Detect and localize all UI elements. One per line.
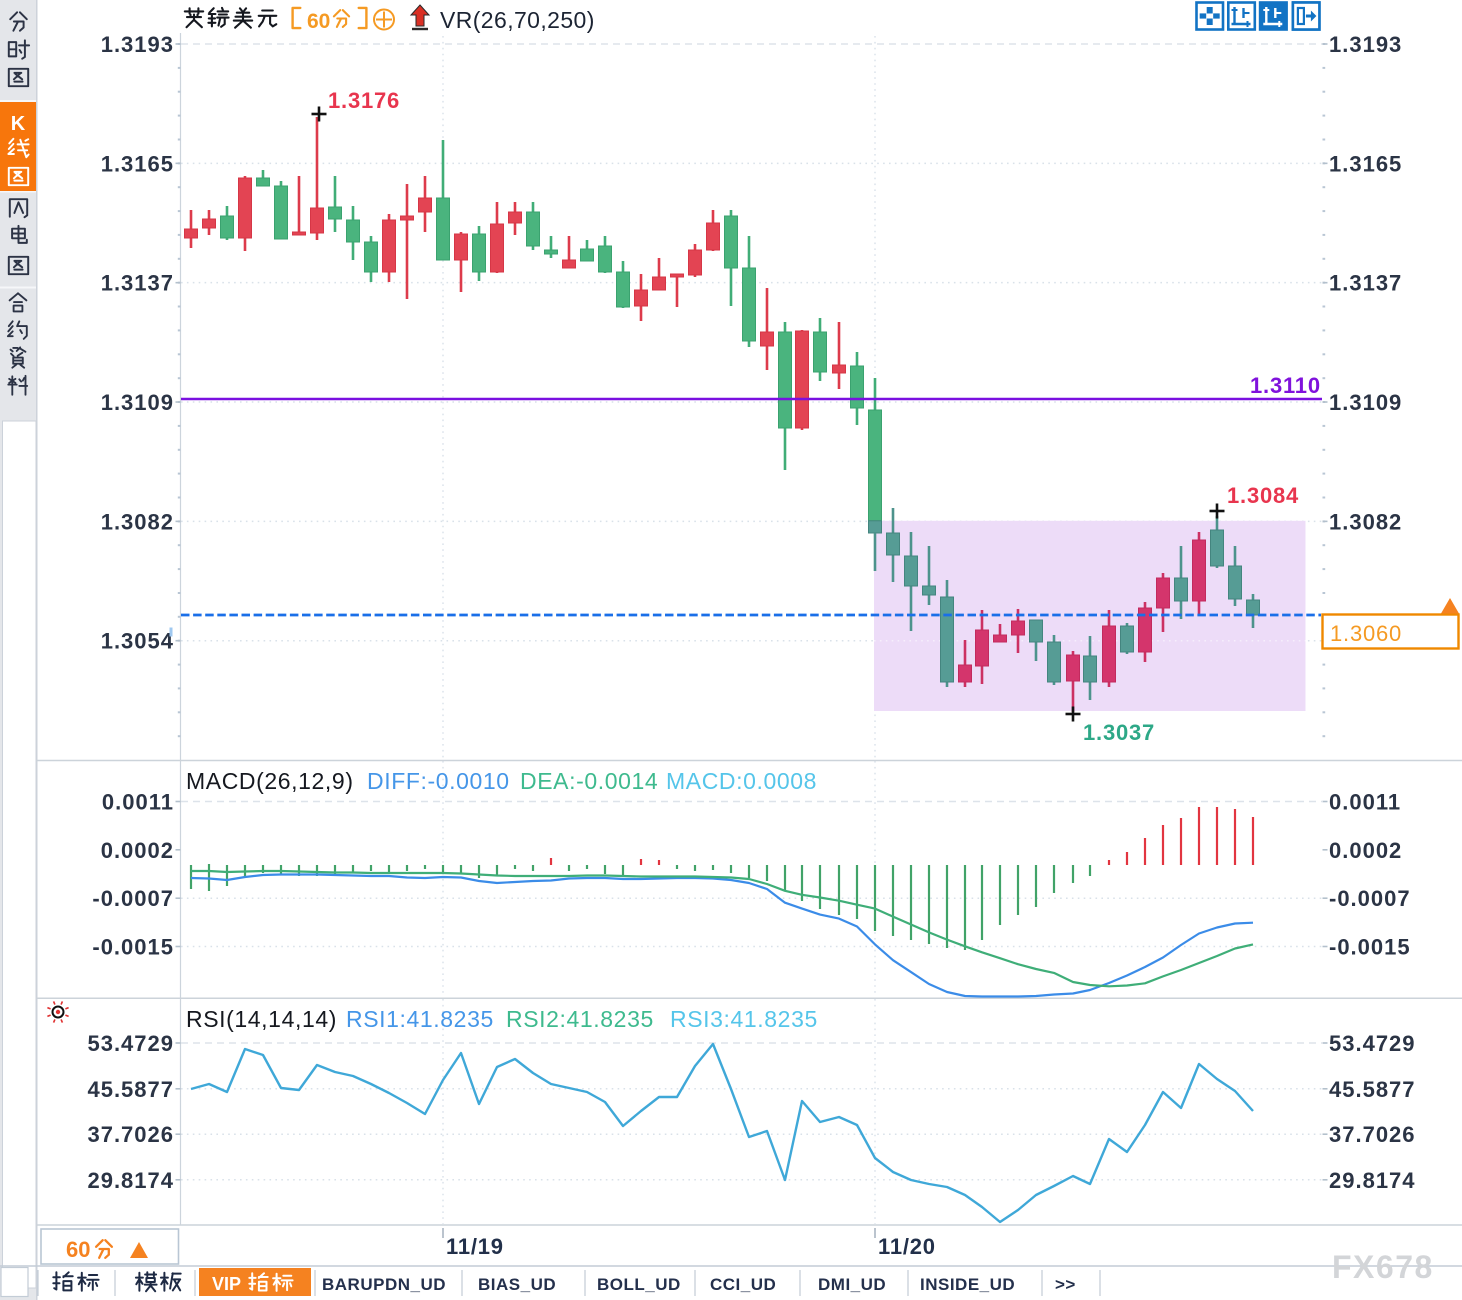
svg-text:45.5877: 45.5877 <box>87 1077 174 1102</box>
svg-text:1.3084: 1.3084 <box>1227 483 1299 508</box>
svg-text:29.8174: 29.8174 <box>87 1168 174 1193</box>
svg-text:1.3082: 1.3082 <box>101 509 174 534</box>
svg-text:1.3054: 1.3054 <box>101 629 174 654</box>
svg-text:0.0011: 0.0011 <box>102 790 174 815</box>
svg-text:53.4729: 53.4729 <box>1329 1031 1416 1056</box>
svg-text:1.3165: 1.3165 <box>1329 151 1402 176</box>
svg-text:1.3137: 1.3137 <box>101 271 174 296</box>
svg-text:DMI_UD: DMI_UD <box>818 1275 886 1294</box>
svg-text:1.3037: 1.3037 <box>1083 720 1155 745</box>
svg-text:RSI2:41.8235: RSI2:41.8235 <box>506 1006 654 1032</box>
svg-text:1.3109: 1.3109 <box>1329 390 1402 415</box>
svg-text:K: K <box>11 113 26 135</box>
svg-text:DIFF:-0.0010: DIFF:-0.0010 <box>367 768 510 794</box>
svg-text:BIAS_UD: BIAS_UD <box>478 1275 556 1294</box>
svg-text:1.3165: 1.3165 <box>101 151 174 176</box>
svg-text:1.3060: 1.3060 <box>1330 621 1402 646</box>
svg-text:BARUPDN_UD: BARUPDN_UD <box>322 1275 446 1294</box>
svg-text:1.3110: 1.3110 <box>1250 373 1321 398</box>
svg-text:>>: >> <box>1055 1275 1076 1294</box>
svg-text:60: 60 <box>307 10 330 33</box>
svg-text:-0.0015: -0.0015 <box>1329 935 1411 960</box>
svg-text:0.0002: 0.0002 <box>101 838 174 863</box>
svg-text:VR(26,70,250): VR(26,70,250) <box>440 7 595 33</box>
svg-text:0.0002: 0.0002 <box>1329 838 1402 863</box>
svg-text:37.7026: 37.7026 <box>87 1122 174 1147</box>
svg-text:DEA:-0.0014: DEA:-0.0014 <box>520 768 658 794</box>
svg-text:VIP: VIP <box>212 1274 241 1294</box>
svg-text:FX678: FX678 <box>1332 1249 1434 1285</box>
svg-text:1.3193: 1.3193 <box>1329 32 1402 57</box>
svg-text:1.3082: 1.3082 <box>1329 509 1402 534</box>
svg-text:11/19: 11/19 <box>446 1234 504 1259</box>
svg-text:1.3176: 1.3176 <box>328 88 400 113</box>
svg-text:BOLL_UD: BOLL_UD <box>597 1275 681 1294</box>
svg-text:1.3137: 1.3137 <box>1329 271 1402 296</box>
svg-text:29.8174: 29.8174 <box>1329 1168 1416 1193</box>
svg-text:11/20: 11/20 <box>878 1234 936 1259</box>
svg-text:-0.0007: -0.0007 <box>1329 886 1411 911</box>
svg-text:RSI3:41.8235: RSI3:41.8235 <box>670 1006 818 1032</box>
svg-text:53.4729: 53.4729 <box>87 1031 174 1056</box>
svg-text:RSI(14,14,14): RSI(14,14,14) <box>186 1006 337 1032</box>
svg-text:1.3109: 1.3109 <box>101 390 174 415</box>
svg-text:MACD:0.0008: MACD:0.0008 <box>666 768 817 794</box>
svg-text:-0.0007: -0.0007 <box>92 886 174 911</box>
svg-text:MACD(26,12,9): MACD(26,12,9) <box>186 768 354 794</box>
svg-text:60: 60 <box>66 1237 90 1262</box>
svg-text:45.5877: 45.5877 <box>1329 1077 1416 1102</box>
svg-text:INSIDE_UD: INSIDE_UD <box>920 1275 1015 1294</box>
svg-text:37.7026: 37.7026 <box>1329 1122 1416 1147</box>
svg-text:1.3193: 1.3193 <box>101 32 174 57</box>
svg-text:0.0011: 0.0011 <box>1329 790 1401 815</box>
svg-text:-0.0015: -0.0015 <box>92 935 174 960</box>
svg-text:RSI1:41.8235: RSI1:41.8235 <box>346 1006 494 1032</box>
svg-text:CCI_UD: CCI_UD <box>710 1275 776 1294</box>
